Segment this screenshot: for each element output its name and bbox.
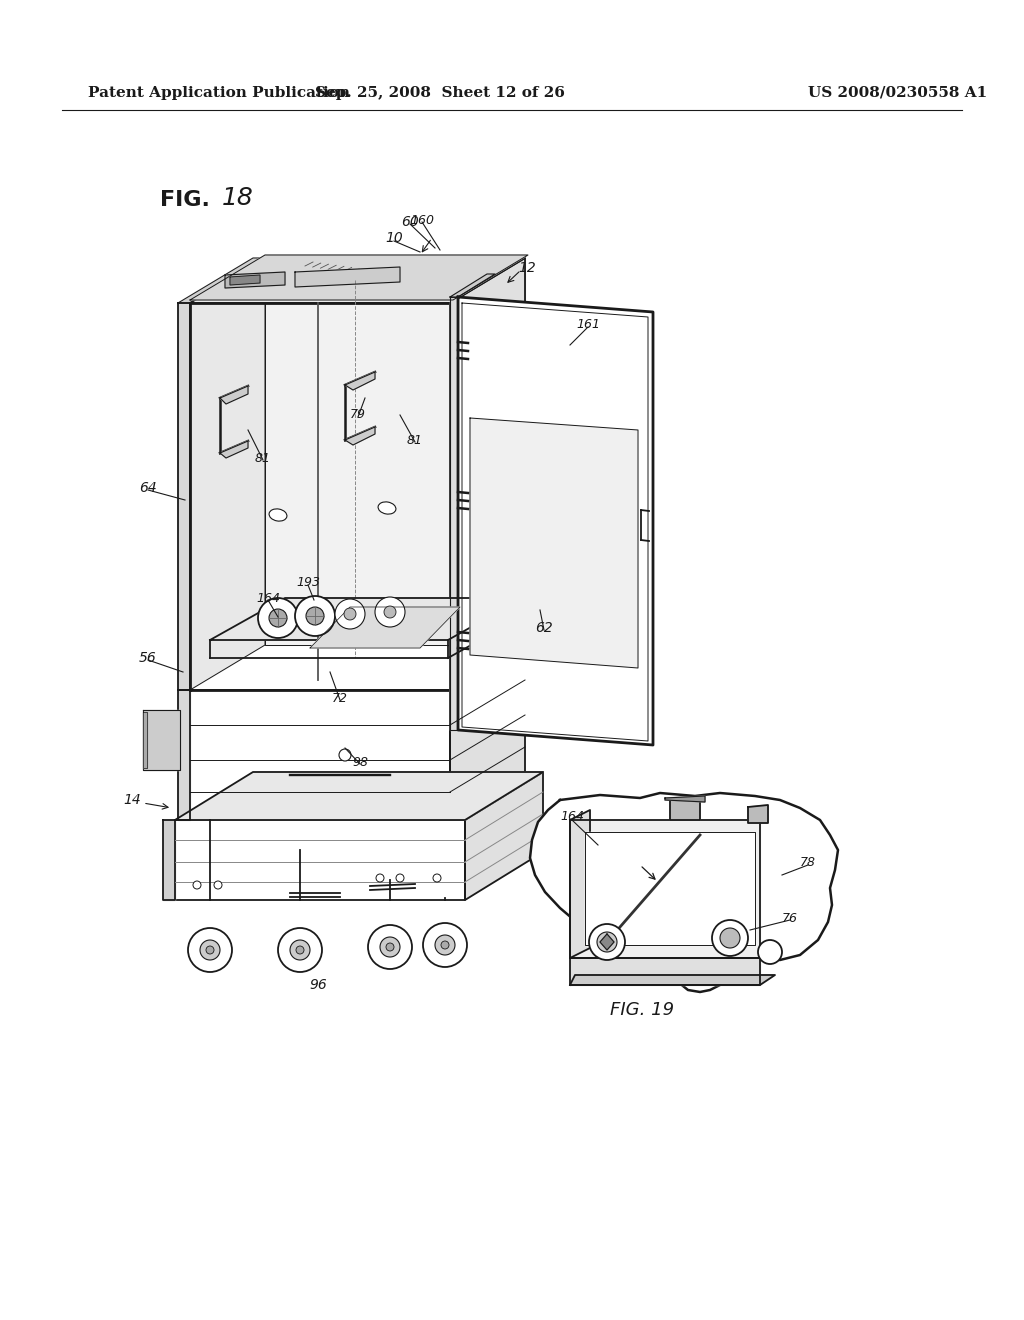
Polygon shape	[230, 275, 260, 285]
Polygon shape	[175, 820, 465, 900]
Polygon shape	[570, 975, 775, 985]
Polygon shape	[190, 257, 265, 690]
Polygon shape	[143, 710, 180, 770]
Polygon shape	[175, 772, 543, 820]
Circle shape	[380, 937, 400, 957]
Text: 160: 160	[410, 214, 434, 227]
Text: 10: 10	[385, 231, 402, 246]
Polygon shape	[220, 441, 248, 458]
Polygon shape	[665, 796, 705, 803]
Polygon shape	[450, 297, 458, 730]
Text: Patent Application Publication: Patent Application Publication	[88, 86, 350, 100]
Circle shape	[295, 597, 335, 636]
Circle shape	[433, 874, 441, 882]
Circle shape	[441, 941, 449, 949]
Polygon shape	[345, 426, 375, 445]
Circle shape	[597, 932, 617, 952]
Circle shape	[384, 606, 396, 618]
Text: US 2008/0230558 A1: US 2008/0230558 A1	[808, 86, 987, 100]
Text: 64: 64	[139, 480, 157, 495]
Circle shape	[720, 928, 740, 948]
Text: 98: 98	[352, 755, 368, 768]
Polygon shape	[470, 418, 638, 668]
Text: 14: 14	[123, 793, 141, 807]
Circle shape	[386, 942, 394, 950]
Circle shape	[396, 874, 404, 882]
Text: 56: 56	[139, 651, 157, 665]
Text: Sep. 25, 2008  Sheet 12 of 26: Sep. 25, 2008 Sheet 12 of 26	[315, 86, 565, 100]
Text: 72: 72	[332, 692, 348, 705]
Circle shape	[278, 928, 322, 972]
Ellipse shape	[378, 502, 396, 513]
Polygon shape	[570, 958, 760, 985]
Polygon shape	[265, 257, 525, 645]
Circle shape	[335, 599, 365, 630]
Polygon shape	[670, 799, 700, 820]
Circle shape	[589, 924, 625, 960]
Text: 12: 12	[518, 261, 536, 275]
Polygon shape	[585, 832, 755, 945]
Circle shape	[193, 880, 201, 888]
Text: 164: 164	[256, 591, 280, 605]
Circle shape	[344, 609, 356, 620]
Polygon shape	[163, 820, 175, 900]
Text: 81: 81	[407, 433, 423, 446]
Polygon shape	[220, 385, 248, 404]
Polygon shape	[570, 810, 590, 958]
Text: 76: 76	[782, 912, 798, 924]
Polygon shape	[190, 690, 450, 820]
Polygon shape	[458, 297, 653, 744]
Circle shape	[339, 748, 351, 762]
Polygon shape	[143, 711, 147, 768]
Ellipse shape	[269, 510, 287, 521]
Circle shape	[368, 925, 412, 969]
Polygon shape	[190, 257, 525, 304]
Polygon shape	[210, 598, 523, 640]
Text: 81: 81	[255, 451, 271, 465]
Polygon shape	[178, 304, 190, 690]
Text: 164: 164	[560, 810, 584, 824]
Circle shape	[306, 607, 324, 624]
Polygon shape	[465, 772, 543, 900]
Polygon shape	[190, 255, 528, 300]
Text: 96: 96	[309, 978, 327, 993]
Circle shape	[712, 920, 748, 956]
Polygon shape	[225, 272, 285, 288]
Polygon shape	[570, 820, 760, 958]
Text: FIG. 19: FIG. 19	[610, 1001, 674, 1019]
Circle shape	[214, 880, 222, 888]
Polygon shape	[748, 805, 768, 822]
Text: FIG.: FIG.	[160, 190, 210, 210]
Polygon shape	[530, 793, 838, 993]
Circle shape	[376, 874, 384, 882]
Polygon shape	[310, 607, 460, 648]
Polygon shape	[450, 257, 525, 690]
Circle shape	[758, 940, 782, 964]
Text: 78: 78	[800, 857, 816, 870]
Circle shape	[375, 597, 406, 627]
Text: 79: 79	[350, 408, 366, 421]
Polygon shape	[450, 645, 525, 820]
Circle shape	[423, 923, 467, 968]
Circle shape	[296, 946, 304, 954]
Circle shape	[206, 946, 214, 954]
Circle shape	[290, 940, 310, 960]
Polygon shape	[600, 935, 614, 950]
Circle shape	[200, 940, 220, 960]
Polygon shape	[450, 275, 495, 297]
Polygon shape	[178, 257, 265, 304]
Text: 62: 62	[536, 620, 553, 635]
Circle shape	[435, 935, 455, 954]
Circle shape	[269, 609, 287, 627]
Text: 60: 60	[401, 215, 419, 228]
Circle shape	[258, 598, 298, 638]
Polygon shape	[295, 267, 400, 286]
Polygon shape	[345, 372, 375, 389]
Circle shape	[188, 928, 232, 972]
Polygon shape	[178, 690, 190, 820]
Text: 193: 193	[296, 577, 319, 590]
Text: 161: 161	[575, 318, 600, 331]
Text: 18: 18	[222, 186, 254, 210]
